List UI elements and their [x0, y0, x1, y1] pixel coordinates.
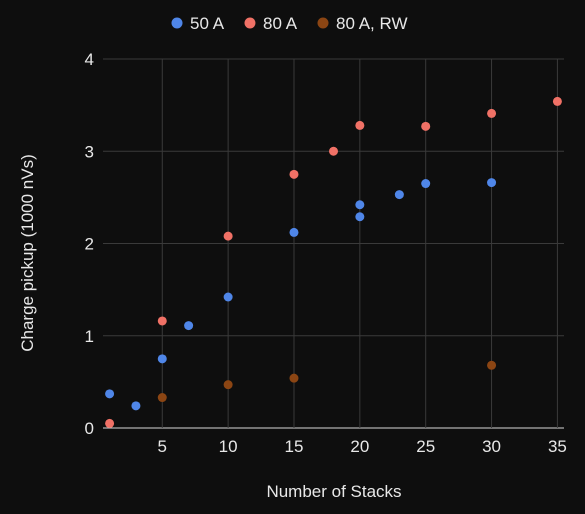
grid: [103, 58, 564, 429]
data-point: [157, 316, 167, 326]
data-point: [289, 169, 299, 179]
data-point: [329, 146, 338, 156]
data-point: [289, 227, 299, 237]
data-point: [355, 212, 365, 222]
data-point: [289, 373, 299, 383]
data-point: [487, 178, 497, 188]
data-point: [223, 380, 233, 390]
x-tick-label: 25: [416, 437, 435, 456]
data-point: [131, 401, 141, 411]
y-axis-title: Charge pickup (1000 nVs): [18, 154, 37, 352]
x-tick-label: 10: [219, 437, 238, 456]
data-point: [355, 120, 365, 130]
legend: 50 A 80 A 80 A, RW: [171, 14, 408, 33]
data-point: [355, 200, 365, 210]
data-point: [487, 360, 497, 370]
x-axis-title: Number of Stacks: [266, 482, 401, 501]
data-point: [552, 96, 562, 106]
data-point: [223, 231, 233, 241]
legend-label: 80 A, RW: [336, 14, 408, 33]
data-point: [421, 121, 431, 131]
data-point: [487, 108, 497, 118]
data-point: [157, 354, 167, 364]
tick-labels: 0 1 2 3 4 5 10 15 20 25 30 35: [85, 50, 567, 456]
legend-marker: [171, 17, 183, 29]
y-tick-label: 3: [85, 142, 94, 161]
data-point: [184, 321, 194, 331]
x-tick-label: 30: [482, 437, 501, 456]
data-point: [394, 190, 404, 200]
legend-marker: [244, 17, 256, 29]
y-tick-label: 1: [85, 327, 94, 346]
data-point: [157, 393, 167, 403]
legend-marker: [317, 17, 329, 29]
y-tick-label: 4: [85, 50, 94, 69]
x-tick-label: 15: [285, 437, 304, 456]
x-tick-label: 20: [350, 437, 369, 456]
data-point: [421, 179, 431, 189]
data-point: [223, 292, 233, 302]
legend-label: 80 A: [263, 14, 298, 33]
x-tick-label: 35: [548, 437, 567, 456]
y-tick-label: 2: [85, 235, 94, 254]
data-points: [105, 96, 562, 428]
legend-label: 50 A: [190, 14, 225, 33]
y-tick-label: 0: [85, 419, 94, 438]
data-point: [105, 418, 115, 428]
x-tick-label: 5: [158, 437, 167, 456]
data-point: [105, 389, 115, 399]
